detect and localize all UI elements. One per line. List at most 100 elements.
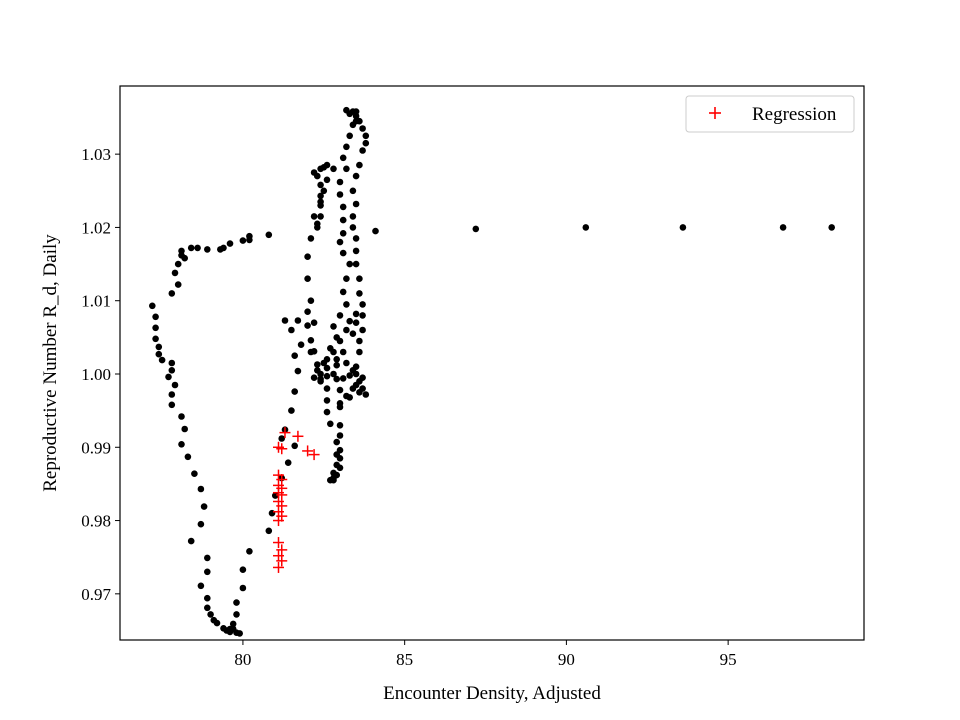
data-point — [291, 388, 299, 395]
y-tick-label: 1.01 — [81, 292, 111, 311]
data-point — [155, 343, 163, 351]
data-point — [330, 370, 337, 378]
data-point — [226, 240, 234, 247]
data-point — [356, 161, 363, 169]
x-axis-label: Encounter Density, Adjusted — [383, 683, 601, 704]
data-point — [272, 492, 279, 499]
data-point — [239, 566, 247, 573]
data-point — [171, 381, 179, 389]
data-point — [330, 348, 337, 356]
data-point — [372, 227, 379, 235]
data-point — [336, 238, 344, 246]
data-point — [352, 381, 360, 389]
data-point — [317, 198, 324, 206]
data-point — [246, 548, 253, 555]
data-point — [197, 520, 205, 528]
data-point — [343, 326, 350, 334]
data-point — [356, 348, 363, 356]
data-point — [310, 213, 318, 220]
data-point — [178, 441, 185, 448]
data-point — [828, 224, 835, 231]
data-point — [349, 224, 357, 231]
data-point — [288, 407, 295, 414]
data-point — [294, 317, 302, 324]
data-point — [217, 246, 224, 253]
data-point — [187, 244, 195, 252]
data-point — [336, 446, 344, 454]
data-point — [359, 374, 366, 382]
data-point — [343, 275, 350, 283]
legend-box — [685, 95, 855, 133]
data-point — [356, 290, 363, 297]
data-point — [336, 386, 344, 394]
data-point — [307, 348, 315, 356]
data-point — [323, 364, 331, 372]
data-point — [152, 313, 159, 321]
data-point — [152, 324, 159, 332]
data-point — [359, 125, 366, 132]
data-point — [246, 236, 253, 244]
data-point — [158, 356, 166, 364]
data-point — [352, 235, 360, 242]
data-point — [356, 275, 363, 283]
regression-point — [276, 555, 288, 567]
data-point — [314, 361, 321, 368]
data-point — [310, 374, 318, 382]
legend-label-regression: Regression — [752, 104, 837, 125]
data-point — [333, 356, 341, 363]
data-point — [323, 397, 331, 404]
data-point — [346, 260, 354, 268]
data-point — [284, 459, 292, 467]
data-point — [323, 161, 331, 169]
data-point — [288, 326, 295, 334]
data-point — [320, 187, 328, 195]
data-point — [323, 372, 331, 380]
regression-point — [279, 427, 291, 439]
data-point — [310, 319, 318, 327]
data-point — [304, 253, 311, 260]
regression-point — [276, 443, 288, 455]
data-point — [168, 359, 176, 367]
data-point — [346, 394, 354, 401]
regression-point — [276, 489, 288, 501]
data-point — [204, 594, 211, 602]
y-tick-label: 1.00 — [81, 365, 111, 384]
data-point — [236, 630, 243, 637]
data-point — [582, 224, 590, 231]
data-point — [191, 470, 198, 478]
data-point — [343, 143, 350, 151]
data-point — [343, 359, 350, 367]
regression-point — [273, 561, 285, 573]
y-tick-label: 0.97 — [81, 585, 111, 604]
data-point — [229, 620, 237, 628]
data-point — [281, 317, 289, 324]
data-point — [339, 249, 347, 257]
data-point — [320, 359, 328, 367]
data-point — [339, 288, 347, 296]
y-axis-label: Reproductive Number R_d, Daily — [40, 234, 61, 492]
data-point — [352, 172, 360, 180]
data-point — [168, 391, 176, 398]
data-point — [352, 319, 360, 327]
data-point — [291, 442, 299, 450]
data-point — [181, 254, 188, 262]
x-tick-label: 95 — [720, 650, 737, 669]
data-point — [349, 121, 357, 129]
data-point — [194, 244, 201, 252]
data-point — [343, 301, 350, 308]
data-point — [359, 385, 366, 392]
data-point — [339, 230, 347, 237]
legend: Regression — [685, 95, 855, 133]
data-point — [207, 611, 214, 618]
y-tick-label: 1.02 — [81, 218, 111, 237]
data-point — [239, 584, 247, 592]
data-point — [336, 191, 344, 198]
y-axis-ticks: 0.97 0.98 0.99 1.00 1.01 1.02 1.03 — [81, 145, 120, 604]
data-point — [352, 363, 360, 371]
regression-point — [292, 430, 304, 442]
data-point — [333, 361, 341, 369]
data-point — [265, 527, 273, 535]
data-point — [336, 178, 344, 186]
y-tick-label: 1.03 — [81, 145, 111, 164]
series-regression-points — [273, 427, 320, 573]
